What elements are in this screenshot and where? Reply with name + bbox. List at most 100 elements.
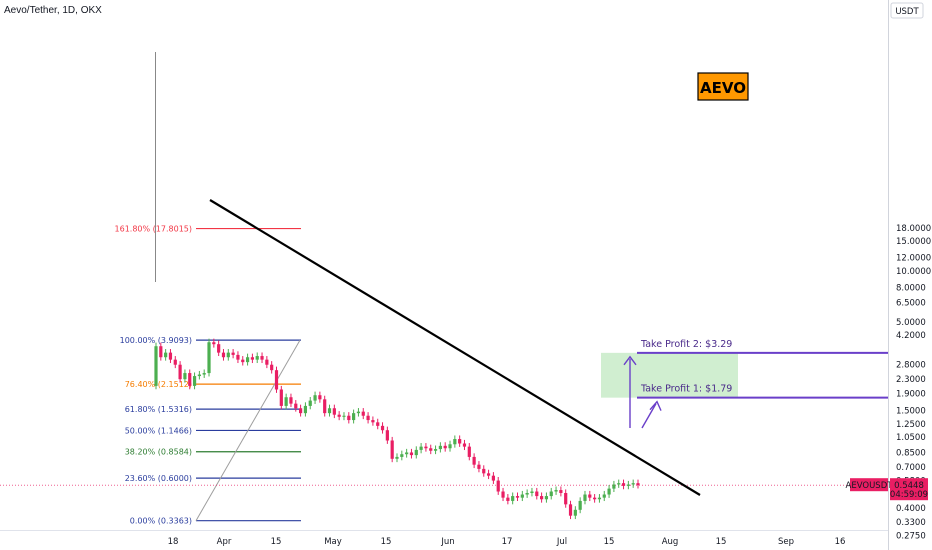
candle-body bbox=[612, 484, 616, 489]
candle-body bbox=[443, 445, 447, 449]
time-tick-label: Jun bbox=[440, 537, 454, 547]
fib-level-label: 161.80% (17.8015) bbox=[115, 225, 192, 234]
candle-body bbox=[578, 500, 582, 510]
candle-body bbox=[260, 356, 264, 360]
candle-body bbox=[337, 414, 341, 417]
target-zone bbox=[601, 352, 738, 398]
candle-body bbox=[284, 397, 288, 406]
candle-body bbox=[583, 494, 587, 501]
price-tick-label: 1.5000 bbox=[896, 407, 926, 417]
candle-body bbox=[217, 344, 221, 353]
candle-body bbox=[270, 364, 274, 371]
fib-level-label: 50.00% (1.1466) bbox=[125, 426, 192, 435]
candle-body bbox=[438, 445, 442, 450]
candle-body bbox=[371, 420, 375, 423]
candle-body bbox=[482, 468, 486, 474]
candle-body bbox=[380, 425, 385, 431]
candle-body bbox=[347, 415, 351, 421]
price-axis[interactable] bbox=[888, 0, 932, 550]
time-tick-label: 15 bbox=[271, 537, 282, 547]
candle-body bbox=[308, 400, 312, 406]
candle-body bbox=[544, 496, 549, 500]
candle-body bbox=[540, 496, 544, 500]
price-tick-label: 0.4000 bbox=[896, 504, 926, 514]
candle-body bbox=[168, 352, 173, 360]
candle-body bbox=[400, 454, 404, 457]
candle-body bbox=[313, 395, 317, 401]
fib-level-label: 0.00% (0.3363) bbox=[130, 517, 192, 526]
candle-body bbox=[525, 493, 529, 495]
candle-body bbox=[491, 475, 495, 481]
candle-body bbox=[549, 491, 553, 497]
take-profit-label: Take Profit 2: $3.29 bbox=[640, 339, 732, 350]
candle-body bbox=[366, 415, 370, 421]
candle-body bbox=[573, 509, 577, 516]
candle-body bbox=[448, 444, 452, 449]
fib-level-label: 61.80% (1.5316) bbox=[125, 405, 192, 414]
candle-body bbox=[385, 430, 389, 441]
take-profit-arrowhead bbox=[649, 400, 662, 411]
price-tick-label: 10.0000 bbox=[896, 267, 931, 277]
candle-body bbox=[486, 473, 491, 476]
price-tick-label: 0.7000 bbox=[896, 463, 926, 473]
candle-body bbox=[279, 389, 283, 406]
candle-body bbox=[178, 364, 182, 380]
price-tick-label: 5.0000 bbox=[896, 318, 926, 328]
fib-level-label: 100.00% (3.9093) bbox=[120, 336, 192, 345]
price-tick-label: 0.8500 bbox=[896, 448, 926, 458]
candle-body bbox=[424, 446, 428, 449]
candle-body bbox=[636, 483, 640, 486]
last-price-label: 0.5448 bbox=[894, 481, 924, 491]
candle-body bbox=[433, 449, 438, 451]
candle-body bbox=[515, 496, 520, 498]
downtrend-line[interactable] bbox=[209, 199, 701, 496]
candle-body bbox=[414, 449, 418, 456]
candle-body bbox=[332, 408, 336, 415]
candle-body bbox=[409, 452, 414, 456]
currency-label: USDT bbox=[895, 7, 919, 17]
price-tick-label: 18.0000 bbox=[896, 224, 931, 234]
candle-body bbox=[467, 446, 471, 457]
time-tick-label: 17 bbox=[502, 537, 513, 547]
candle-body bbox=[419, 446, 423, 450]
currency-box[interactable] bbox=[890, 2, 924, 19]
candle-body bbox=[593, 497, 597, 500]
candle-body bbox=[462, 443, 467, 447]
candle-body bbox=[250, 357, 254, 360]
candle-body bbox=[342, 415, 346, 417]
candle-body bbox=[472, 456, 476, 465]
candle-body bbox=[318, 395, 322, 400]
time-tick-label: 15 bbox=[381, 537, 392, 547]
candle-body bbox=[173, 359, 177, 365]
candle-body bbox=[607, 488, 611, 495]
time-tick-label: 18 bbox=[168, 537, 179, 547]
price-tick-label: 1.0500 bbox=[896, 433, 926, 443]
symbol-badge-text: AEVO bbox=[700, 79, 746, 97]
fib-level-label: 38.20% (0.8584) bbox=[125, 448, 192, 457]
candle-body bbox=[327, 408, 332, 414]
price-tick-label: 1.2500 bbox=[896, 420, 926, 430]
candle-body bbox=[617, 483, 621, 485]
candle-body bbox=[453, 439, 457, 445]
time-tick-label: 15 bbox=[604, 537, 615, 547]
candle-body bbox=[429, 448, 433, 451]
candle-body bbox=[154, 346, 158, 386]
candle-body bbox=[245, 357, 250, 363]
candle-body bbox=[352, 413, 356, 421]
candle-body bbox=[530, 491, 534, 494]
price-tick-label: 2.8000 bbox=[896, 361, 926, 371]
candle-body bbox=[477, 464, 481, 469]
candle-body bbox=[188, 373, 192, 386]
candle-body bbox=[303, 405, 308, 414]
candle-body bbox=[294, 403, 298, 409]
candle-body bbox=[221, 352, 226, 358]
candle-body bbox=[496, 480, 500, 492]
candle-body bbox=[299, 408, 303, 414]
chart-title: Aevo/Tether, 1D, OKX bbox=[4, 5, 102, 16]
symbol-tag bbox=[850, 478, 888, 492]
price-tick-label: 15.0000 bbox=[896, 237, 931, 247]
price-tick-label: 6.5000 bbox=[896, 299, 926, 309]
price-tick-label: 12.0000 bbox=[896, 254, 931, 264]
